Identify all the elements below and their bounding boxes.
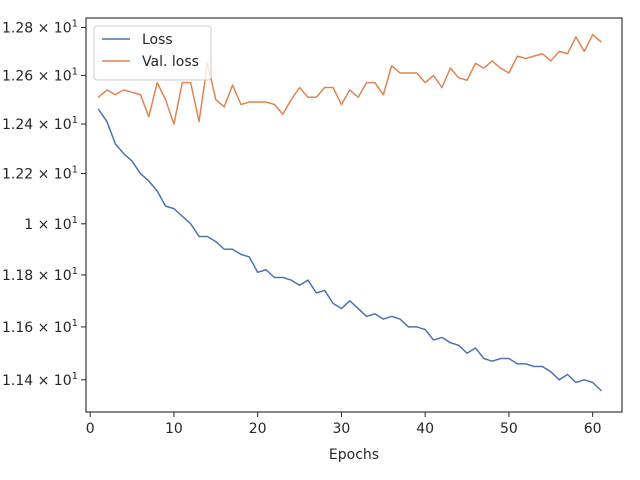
y-tick-label: 1.24 × 101: [2, 115, 78, 133]
x-axis: 0 10 20 30 40 50 60: [86, 412, 602, 437]
y-tick-label: 1.28 × 101: [2, 18, 78, 36]
legend-label: Val. loss: [142, 54, 199, 70]
x-tick-label: 0: [86, 421, 95, 437]
series-layer: [97, 33, 602, 392]
x-tick-label: 30: [333, 421, 351, 437]
y-tick-label: 1.18 × 101: [2, 266, 78, 284]
y-tick-label: 1.26 × 101: [2, 66, 78, 84]
x-tick-label: 60: [584, 421, 602, 437]
legend-label: Loss: [142, 32, 173, 48]
x-tick-label: 10: [165, 421, 183, 437]
x-tick-label: 20: [249, 421, 267, 437]
legend: Loss Val. loss: [93, 25, 212, 81]
y-tick-label: 1.16 × 101: [2, 318, 78, 336]
x-tick-label: 40: [416, 421, 434, 437]
x-tick-label: 50: [500, 421, 518, 437]
y-tick-label: 1.22 × 101: [2, 165, 78, 183]
y-tick-label: 1 × 101: [24, 215, 78, 233]
y-tick-label: 1.14 × 101: [2, 371, 78, 389]
series-line-val-loss: [97, 33, 602, 125]
x-axis-title: Epochs: [329, 447, 379, 463]
plot-frame: [85, 17, 623, 413]
y-axis: 1.14 × 101 1.16 × 101 1.18 × 101 1 × 101 1.2…: [2, 18, 86, 389]
series-line-loss: [97, 108, 602, 392]
